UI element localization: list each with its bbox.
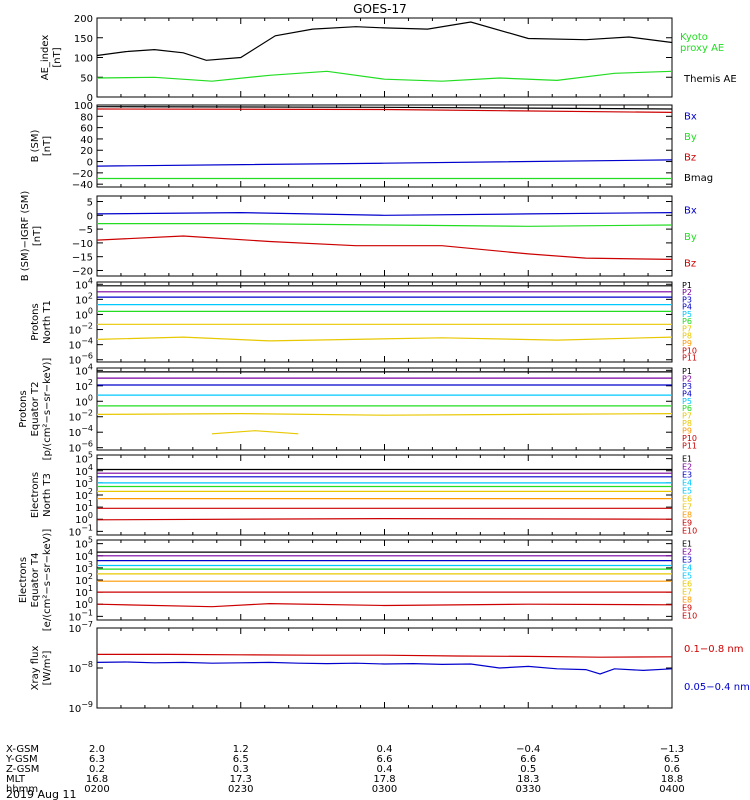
- y-axis-label: AE_index: [40, 35, 51, 81]
- y-tick-label: 40: [80, 135, 93, 146]
- legend-entry: proxy AE: [680, 43, 724, 54]
- y-tick-label: 100: [75, 306, 93, 321]
- panel-bigrf: 50−5−10−15−20B (SM)−IGRF (SM) [nT]BxByBz: [20, 191, 697, 282]
- y-axis-label: Protons: [18, 390, 29, 427]
- series-line-E9: [97, 519, 672, 520]
- panel-frame: [97, 455, 672, 535]
- y-tick-label: 80: [80, 112, 93, 123]
- y-axis-label: Protons: [30, 303, 41, 340]
- y-axis-label: North T3: [42, 473, 53, 517]
- y-tick-label: 150: [74, 34, 93, 45]
- plot-title: GOES-17: [353, 2, 407, 16]
- ephem-value: 0330: [516, 784, 541, 795]
- y-tick-label: 5: [87, 198, 93, 209]
- series-line-0-05-0-4-nm: [97, 662, 672, 674]
- y-tick-label: 100: [74, 54, 93, 65]
- panel-frame: [97, 282, 672, 362]
- series-line-P7: [97, 337, 672, 341]
- panel-frame: [97, 18, 672, 97]
- panel-frame: [97, 105, 672, 187]
- y-tick-label: 10−8: [68, 660, 93, 675]
- series-line-0-1-0-8-nm: [97, 654, 672, 657]
- legend-entry: E10: [682, 611, 697, 620]
- date-label: 2019 Aug 11: [6, 788, 76, 800]
- y-axis-label: North T1: [42, 300, 53, 344]
- legend-entry: Bx: [684, 111, 697, 122]
- series-line-Kyoto-proxy-AE: [97, 22, 672, 60]
- series-line-Bx: [97, 160, 672, 166]
- legend-entry: Bz: [684, 259, 696, 270]
- series-line-P7: [212, 431, 298, 434]
- panel-p_eq: 10410210010−210−410−6Protons Equator T2 [p…: [18, 358, 697, 461]
- y-axis-label: Equator T4: [30, 553, 41, 608]
- y-tick-label: 10−4: [68, 337, 93, 352]
- legend-entry: Bmag: [684, 173, 713, 184]
- series-line-Bx: [97, 213, 672, 216]
- y-axis-label: Electrons: [18, 557, 29, 603]
- legend-entry: By: [684, 132, 697, 143]
- series-line-Themis-AE: [97, 71, 672, 81]
- legend-entry: P11: [682, 354, 697, 363]
- y-axis-label: [W/m²]: [42, 650, 53, 685]
- legend-entry: By: [684, 232, 697, 243]
- y-tick-label: 60: [80, 124, 93, 135]
- ephem-value: 0400: [659, 784, 684, 795]
- y-axis-label: [p/(cm²−s−sr−keV)]: [42, 358, 53, 461]
- y-tick-label: 10−2: [68, 322, 93, 337]
- y-axis-label: [nT]: [42, 136, 53, 156]
- y-axis-label: B (SM)−IGRF (SM): [20, 191, 31, 282]
- panel-frame: [97, 628, 672, 708]
- y-tick-label: 104: [75, 276, 93, 291]
- legend-entry: Themis AE: [683, 74, 737, 85]
- ephem-value: 0300: [372, 784, 397, 795]
- legend-entry: P11: [682, 442, 697, 451]
- legend-entry: Kyoto: [680, 32, 708, 43]
- y-tick-label: −5: [78, 225, 93, 236]
- y-axis-label: Electrons: [30, 472, 41, 518]
- y-axis-label: [nT]: [32, 226, 43, 246]
- ephem-value: 0230: [228, 784, 253, 795]
- panel-frame: [97, 368, 672, 450]
- y-axis-label: Xray flux: [30, 646, 41, 691]
- panel-e_north: 10510410310210110010−1Electrons North T3E…: [30, 451, 697, 539]
- legend-entry: 0.1−0.8 nm: [684, 644, 743, 655]
- series-line-E9: [97, 604, 672, 607]
- y-tick-label: 0: [87, 158, 93, 169]
- y-tick-label: 0: [87, 211, 93, 222]
- legend-entry: 0.05−0.4 nm: [684, 682, 750, 693]
- y-axis-label: [e/(cm²−s−sr−keV)]: [42, 529, 53, 632]
- series-line-P6: [97, 414, 672, 416]
- y-tick-label: 102: [75, 378, 93, 393]
- y-axis-label: [nT]: [52, 47, 63, 67]
- y-tick-label: 200: [74, 14, 93, 25]
- panel-xray: 10−7 10−8 10−9 Xray flux [W/m²] 0.1−0.8 nm 0.0…: [30, 620, 750, 715]
- y-tick-label: 10−9: [68, 700, 93, 715]
- y-axis-label: Equator T2: [30, 382, 41, 437]
- legend-entry: Bz: [684, 152, 696, 163]
- y-tick-label: 100: [75, 393, 93, 408]
- y-tick-label: 10−4: [68, 424, 93, 439]
- y-tick-label: 50: [80, 73, 93, 84]
- series-line-Bz: [97, 236, 672, 259]
- y-tick-label: −10: [72, 239, 93, 250]
- series-line-By: [97, 224, 672, 227]
- y-axis-label: B (SM): [30, 129, 41, 162]
- panel-p_north: 10410210010−210−410−6Protons North T1P1P2…: [30, 276, 697, 366]
- y-tick-label: −40: [72, 180, 93, 191]
- y-tick-label: 10−2: [68, 409, 93, 424]
- y-tick-label: 100: [74, 101, 93, 112]
- y-tick-label: 20: [80, 146, 93, 157]
- y-tick-label: 102: [75, 291, 93, 306]
- y-tick-label: −15: [72, 253, 93, 264]
- ephem-value: 0200: [84, 784, 109, 795]
- legend-entry: Bx: [684, 205, 697, 216]
- legend-entry: E10: [682, 526, 697, 535]
- y-tick-label: −20: [72, 169, 93, 180]
